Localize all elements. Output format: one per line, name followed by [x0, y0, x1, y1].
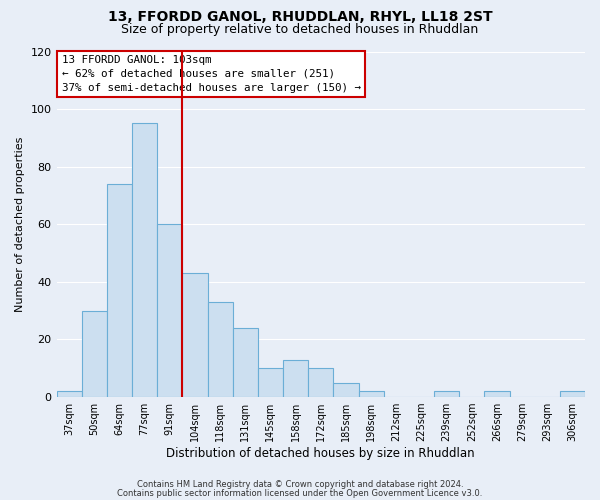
Bar: [233, 328, 258, 397]
X-axis label: Distribution of detached houses by size in Rhuddlan: Distribution of detached houses by size …: [166, 447, 475, 460]
Text: 13, FFORDD GANOL, RHUDDLAN, RHYL, LL18 2ST: 13, FFORDD GANOL, RHUDDLAN, RHYL, LL18 2…: [107, 10, 493, 24]
Text: Contains HM Land Registry data © Crown copyright and database right 2024.: Contains HM Land Registry data © Crown c…: [137, 480, 463, 489]
Text: Contains public sector information licensed under the Open Government Licence v3: Contains public sector information licen…: [118, 489, 482, 498]
Y-axis label: Number of detached properties: Number of detached properties: [15, 136, 25, 312]
Bar: [484, 392, 509, 397]
Bar: [107, 184, 132, 397]
Text: Size of property relative to detached houses in Rhuddlan: Size of property relative to detached ho…: [121, 22, 479, 36]
Bar: [132, 124, 157, 397]
Bar: [359, 392, 383, 397]
Bar: [82, 310, 107, 397]
Bar: [157, 224, 182, 397]
Bar: [208, 302, 233, 397]
Bar: [560, 392, 585, 397]
Bar: [283, 360, 308, 397]
Bar: [308, 368, 334, 397]
Bar: [434, 392, 459, 397]
Bar: [258, 368, 283, 397]
Bar: [334, 382, 359, 397]
Bar: [56, 392, 82, 397]
Text: 13 FFORDD GANOL: 103sqm
← 62% of detached houses are smaller (251)
37% of semi-d: 13 FFORDD GANOL: 103sqm ← 62% of detache…: [62, 55, 361, 93]
Bar: [182, 273, 208, 397]
